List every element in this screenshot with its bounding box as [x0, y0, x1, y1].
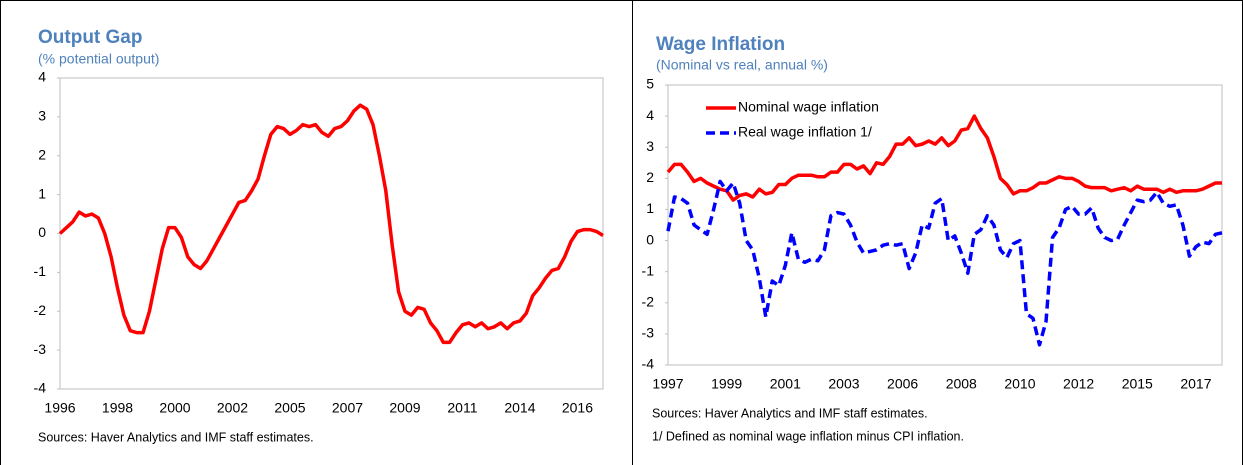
y-tick-label: 2	[646, 169, 654, 185]
y-tick-label: 3	[646, 138, 654, 154]
note: 1/ Defined as nominal wage inflation min…	[652, 429, 964, 443]
x-tick-label: 1996	[44, 400, 75, 416]
data-line	[666, 179, 1223, 347]
x-tick-label: 1998	[102, 400, 133, 416]
y-tick-label: -4	[34, 380, 47, 396]
x-tick-label: 2017	[1180, 376, 1211, 392]
y-tick-label: -1	[642, 262, 655, 278]
y-tick-label: 4	[646, 107, 654, 123]
source: Sources: Haver Analytics and IMF staff e…	[38, 430, 314, 444]
y-tick-label: -1	[34, 263, 47, 279]
y-tick-label: -3	[642, 325, 655, 341]
data-line	[58, 103, 604, 345]
x-tick-label: 2006	[887, 376, 918, 392]
y-tick-label: 2	[38, 146, 46, 162]
x-tick-label: 2005	[274, 400, 305, 416]
legend-label: Real wage inflation 1/	[738, 124, 872, 140]
legend-label: Nominal wage inflation	[738, 99, 879, 115]
y-tick-label: 5	[646, 76, 654, 92]
y-tick-label: -3	[34, 341, 47, 357]
x-tick-label: 2010	[1004, 376, 1035, 392]
x-tick-label: 2016	[562, 400, 593, 416]
data-line	[666, 114, 1222, 202]
x-tick-label: 1997	[652, 376, 683, 392]
x-tick-label: 1999	[711, 376, 742, 392]
y-tick-label: -2	[34, 302, 47, 318]
y-tick-label: -4	[642, 356, 655, 372]
x-tick-label: 2003	[828, 376, 859, 392]
source: Sources: Haver Analytics and IMF staff e…	[652, 406, 928, 420]
chart-title: Wage Inflation	[656, 34, 785, 55]
chart-title: Output Gap	[38, 27, 142, 48]
x-tick-label: 2011	[447, 400, 477, 416]
y-tick-label: 3	[38, 108, 46, 124]
x-tick-label: 2009	[389, 400, 420, 416]
y-tick-label: 0	[646, 231, 654, 247]
x-tick-label: 2015	[1122, 376, 1153, 392]
y-tick-label: 0	[38, 224, 46, 240]
y-tick-label: -2	[642, 293, 655, 309]
y-tick-label: 4	[38, 69, 46, 85]
y-tick-label: 1	[646, 200, 654, 216]
x-tick-label: 2002	[217, 400, 248, 416]
x-tick-label: 2014	[504, 400, 535, 416]
x-tick-label: 2007	[332, 400, 363, 416]
x-tick-label: 2001	[770, 376, 801, 392]
plot-area	[59, 77, 604, 390]
chart-subtitle: (% potential output)	[38, 51, 159, 67]
x-tick-label: 2008	[946, 376, 977, 392]
y-tick-label: 1	[38, 185, 46, 201]
x-tick-label: 2012	[1063, 376, 1094, 392]
x-tick-label: 2000	[159, 400, 190, 416]
chart-subtitle: (Nominal vs real, annual %)	[656, 57, 828, 73]
